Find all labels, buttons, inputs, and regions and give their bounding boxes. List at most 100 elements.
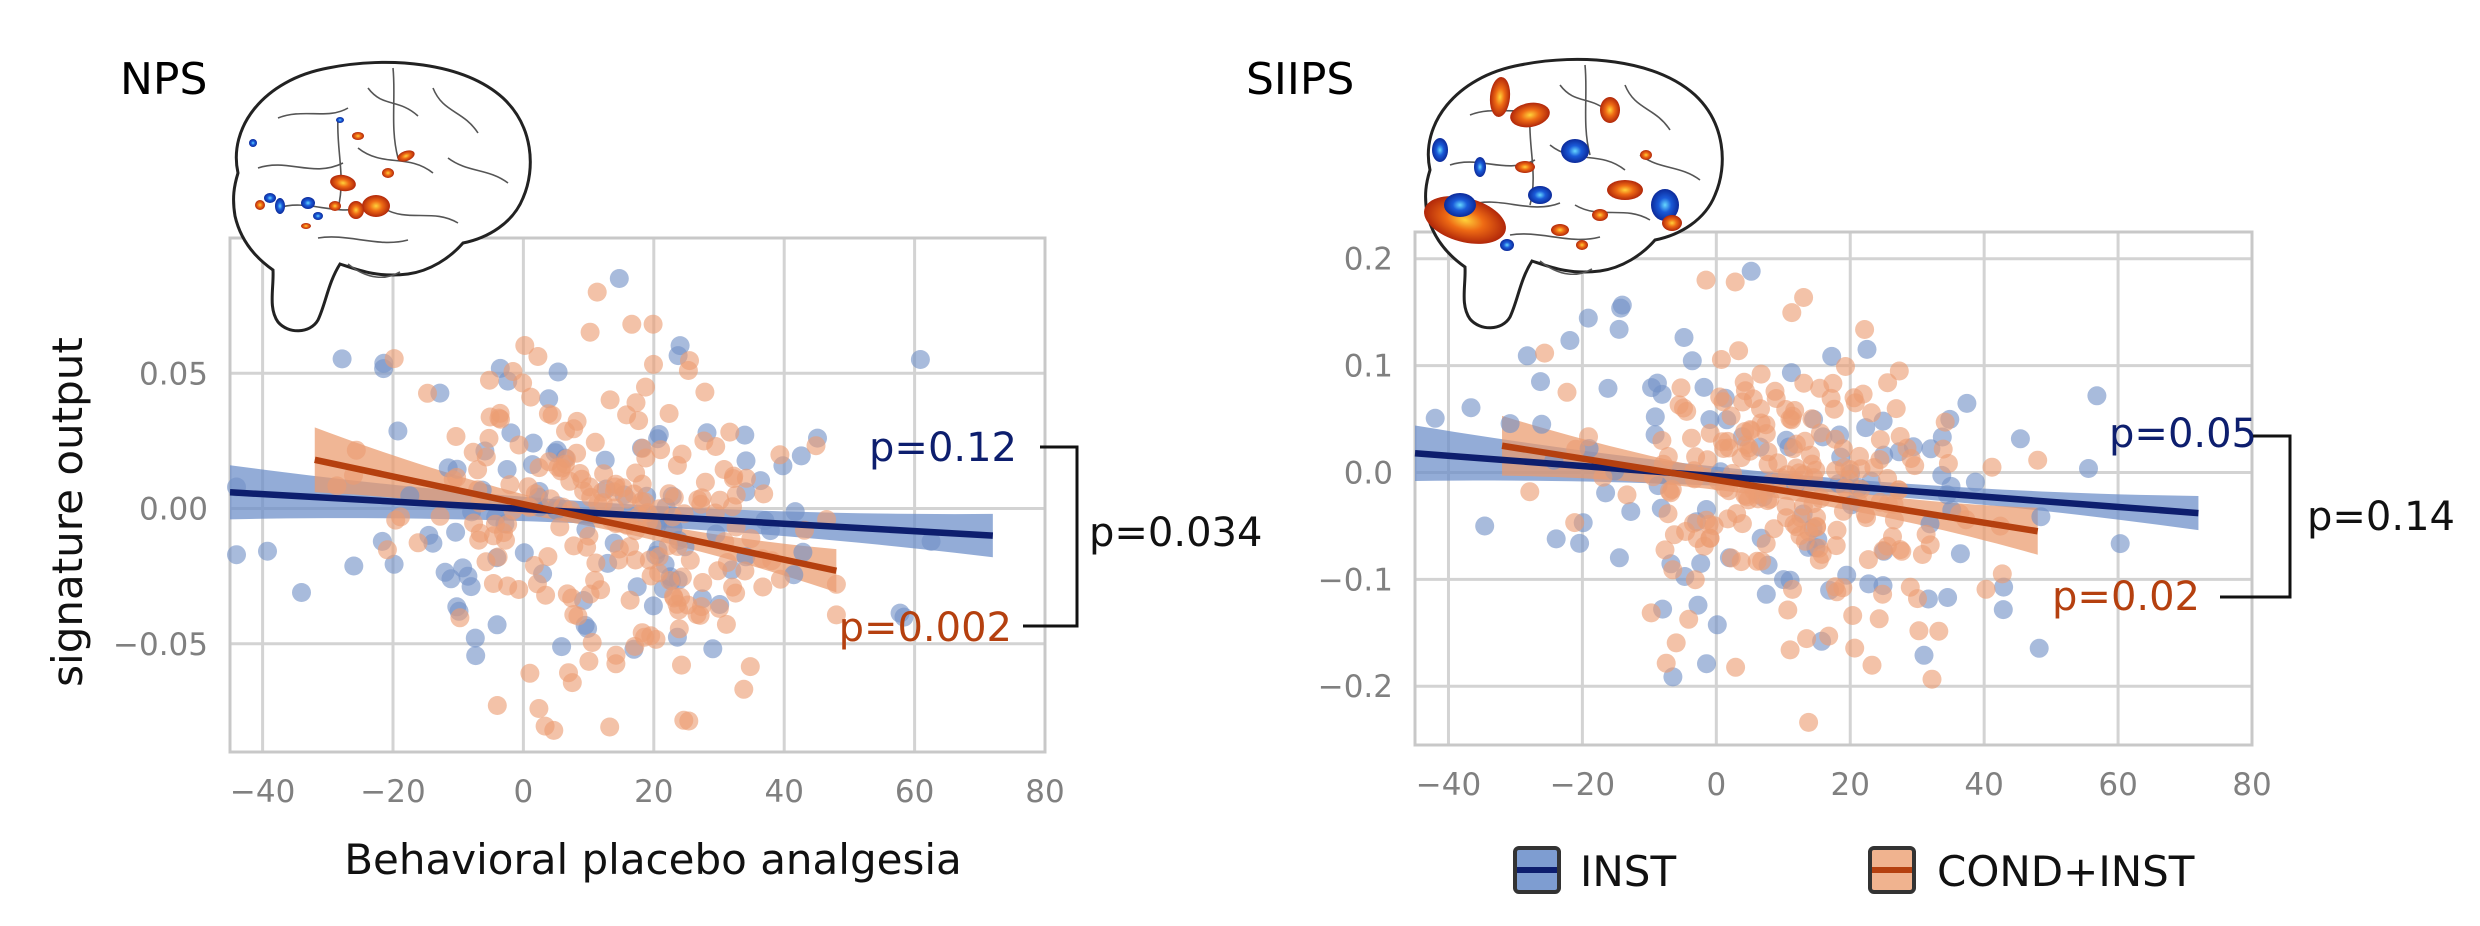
data-point-inst (670, 336, 690, 356)
data-point-cond-inst (620, 590, 640, 610)
data-point-cond-inst (1802, 454, 1822, 474)
data-point-inst (435, 562, 455, 582)
data-point-cond-inst (1810, 378, 1830, 398)
data-point-cond-inst (1825, 577, 1845, 597)
data-point-cond-inst (377, 540, 397, 560)
data-point-inst (497, 460, 517, 479)
data-point-cond-inst (485, 514, 505, 534)
data-point-cond-inst (1833, 501, 1853, 521)
data-point-cond-inst (672, 655, 691, 675)
brain-inset (1424, 57, 1724, 330)
data-point-inst (894, 607, 914, 627)
data-point-cond-inst (564, 419, 584, 439)
data-point-cond-inst (541, 489, 560, 509)
data-point-cond-inst (1992, 564, 2012, 584)
data-point-cond-inst (1743, 389, 1763, 409)
data-point-inst (1500, 414, 1520, 434)
data-point-cond-inst (450, 608, 470, 628)
brain-sulcus (447, 157, 509, 184)
regression-lines (229, 456, 994, 574)
x-tick-label: 0 (1706, 767, 1726, 803)
data-point-cond-inst (468, 460, 488, 480)
data-point-inst (2110, 534, 2130, 554)
x-tick-label: 40 (764, 774, 803, 810)
data-point-cond-inst (1684, 513, 1703, 533)
data-point-cond-inst (1843, 606, 1863, 625)
activation-positive (1424, 196, 1506, 244)
data-point-cond-inst (1704, 516, 1724, 536)
data-point-inst (1859, 574, 1879, 594)
data-point-cond-inst (1697, 450, 1717, 470)
panel-nps: −40 −20 0 20 40 60 80 −0.05 0.00 0.05 NPS signat… (43, 54, 1262, 884)
data-point-cond-inst (480, 407, 500, 427)
y-tick-label: 0.00 (139, 492, 208, 528)
data-point-inst (703, 639, 723, 659)
data-point-cond-inst (636, 448, 656, 468)
data-point-cond-inst (538, 547, 558, 567)
data-point-inst (1688, 595, 1708, 615)
data-point-cond-inst (527, 574, 547, 594)
y-axis-label: signature output (43, 337, 92, 687)
data-point-cond-inst (1890, 427, 1910, 446)
data-point-inst (332, 349, 352, 369)
data-point-inst (1781, 363, 1801, 383)
data-point-cond-inst (826, 605, 846, 625)
data-point-cond-inst (524, 556, 544, 575)
data-point-inst (1993, 600, 2013, 620)
brain-sulcus (382, 207, 459, 224)
data-point-cond-inst (1908, 589, 1927, 609)
activation-positive (362, 195, 390, 217)
data-point-cond-inst (1682, 428, 1701, 448)
data-point-inst (1694, 377, 1714, 397)
data-point-inst (910, 350, 930, 369)
data-point-inst (1645, 407, 1665, 427)
data-point-inst (2010, 429, 2030, 449)
data-point-cond-inst (680, 550, 700, 570)
data-point-cond-inst (1935, 412, 1955, 432)
data-point-inst (1532, 414, 1552, 434)
x-tick-label: 80 (2232, 767, 2271, 803)
data-point-cond-inst (710, 490, 730, 510)
data-point-cond-inst (726, 583, 746, 603)
regression-line-inst (229, 489, 994, 539)
data-point-cond-inst (1535, 343, 1555, 363)
brain-sulcus (392, 67, 399, 159)
data-point-inst (1697, 654, 1716, 674)
data-point-cond-inst (488, 547, 508, 567)
data-point-cond-inst (636, 377, 655, 397)
data-point-inst (1475, 516, 1495, 536)
data-point-cond-inst (464, 513, 484, 533)
data-point-inst (1598, 378, 1618, 398)
data-point-cond-inst (664, 488, 684, 507)
data-point-cond-inst (500, 475, 520, 495)
data-point-cond-inst (585, 570, 605, 590)
data-point-inst (1674, 328, 1694, 347)
data-point-inst (1914, 645, 1934, 665)
data-point-inst (1822, 346, 1842, 366)
data-point-cond-inst (1663, 560, 1683, 580)
activation-positive (1662, 215, 1682, 231)
data-point-cond-inst (1850, 446, 1869, 466)
data-point-cond-inst (644, 354, 663, 374)
activation-negative (1561, 139, 1589, 163)
data-point-cond-inst (678, 361, 698, 380)
data-point-cond-inst (1721, 406, 1741, 426)
comparison-bracket (1023, 445, 1079, 628)
data-point-cond-inst (1741, 421, 1761, 441)
data-point-cond-inst (528, 347, 548, 366)
data-point-cond-inst (1982, 457, 2002, 477)
data-point-cond-inst (1776, 508, 1796, 528)
activation-negative (275, 198, 285, 214)
comparison-p-value: p=0.034 (1089, 510, 1262, 556)
activation-positive (1592, 209, 1608, 221)
data-point-cond-inst (1873, 584, 1893, 604)
data-point-cond-inst (538, 404, 558, 424)
data-point-cond-inst (518, 477, 538, 497)
inst-p-value: p=0.12 (869, 425, 1017, 471)
activation-positive (1576, 240, 1588, 250)
data-point-cond-inst (487, 696, 507, 715)
data-point-cond-inst (418, 383, 437, 403)
data-point-cond-inst (408, 533, 428, 553)
data-point-cond-inst (806, 436, 826, 456)
data-point-cond-inst (1729, 341, 1749, 361)
